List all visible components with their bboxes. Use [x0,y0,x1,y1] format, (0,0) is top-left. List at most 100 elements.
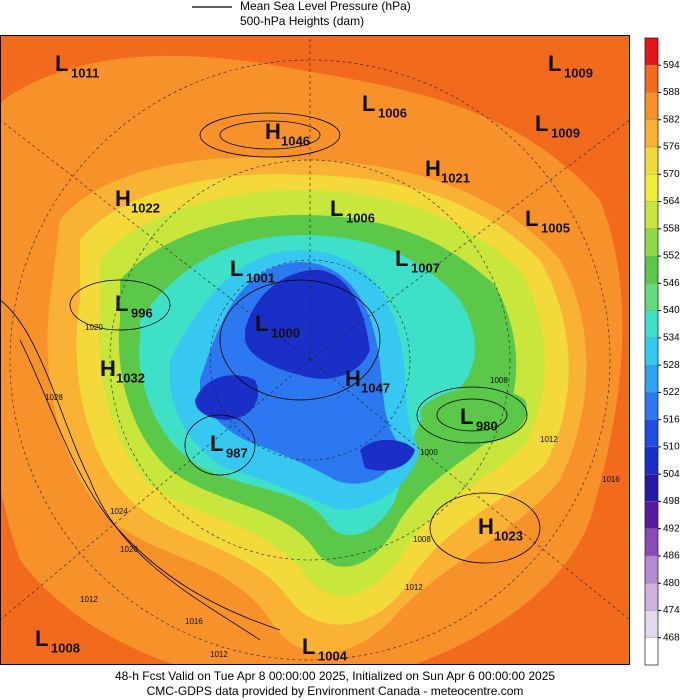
colorbar-label: 474 [663,605,680,616]
colorbar-label: 558 [663,223,680,234]
center-value: 1007 [411,260,440,275]
footer-text: 48-h Fcst Valid on Tue Apr 8 00:00:00 20… [115,669,555,683]
colorbar-label: 576 [663,142,680,153]
center-letter: L [460,404,473,429]
colorbar-swatch [644,364,659,393]
colorbar-label: 546 [663,278,680,289]
colorbar-swatch [644,555,659,584]
center-letter: L [535,111,548,136]
colorbar-label: 492 [663,523,680,534]
colorbar-label: 594 [663,60,680,71]
center-letter: L [255,311,268,336]
center-letter: L [302,634,315,659]
center-letter: L [115,291,128,316]
center-letter: L [395,246,408,271]
colorbar-swatch [644,610,659,638]
center-value: 1009 [551,125,580,140]
center-letter: L [210,431,223,456]
center-value: 987 [226,445,248,460]
colorbar-label: 552 [663,251,680,262]
center-value: 1023 [494,528,523,543]
isobar-label: 1016 [602,475,620,484]
colorbar-label: 510 [663,442,680,453]
center-value: 1047 [361,380,390,395]
colorbar-swatch [644,283,659,311]
colorbar-label: 522 [663,387,680,398]
center-letter: L [362,91,375,116]
center-value: 1032 [116,370,145,385]
isobar-label: 1020 [85,323,103,332]
colorbar-swatch [644,310,659,339]
colorbar-label: 486 [663,551,680,562]
colorbar-frame [644,37,659,666]
center-letter: H [100,356,116,381]
center-letter: H [425,156,441,181]
footer-text: CMC-GDPS data provided by Environment Ca… [147,684,524,698]
center-value: 1006 [378,105,407,120]
isobar-label: 1024 [110,507,128,516]
colorbar-swatch [644,446,659,475]
center-value: 1001 [246,270,275,285]
colorbar-swatch [644,419,659,448]
center-letter: L [525,206,538,231]
colorbar-label: 534 [663,333,680,344]
center-value: 1011 [71,65,99,80]
center-value: 1006 [346,210,375,225]
colorbar-swatch [644,201,659,229]
colorbar-swatch [644,255,659,284]
colorbar-label: 468 [663,632,680,643]
colorbar-swatch [644,92,659,120]
colorbar-label: 516 [663,414,680,425]
colorbar-swatch [644,583,659,611]
isobar-label: 1012 [210,650,228,659]
center-value: 1021 [441,170,470,185]
isobar-label: 1008 [413,535,431,544]
center-letter: L [35,626,48,651]
colorbar-label: 540 [663,305,680,316]
isobar-label: 1020 [120,545,138,554]
colorbar-label: 564 [663,196,680,207]
isobar-label: 1008 [490,376,508,385]
colorbar-swatch [644,228,659,257]
isobar-label: 1016 [185,617,203,626]
colorbar-swatch [644,146,659,175]
center-value: 1009 [564,65,593,80]
colorbar-swatch [644,392,659,420]
center-value: 1000 [271,325,300,340]
colorbar-swatch [644,37,659,66]
colorbar-label: 480 [663,578,680,589]
isobar-label: 1028 [45,393,63,402]
center-value: 1004 [318,648,348,663]
center-letter: H [265,119,281,144]
colorbar-label: 588 [663,87,680,98]
colorbar-swatch [644,65,659,93]
center-letter: H [115,186,131,211]
colorbar-swatch [644,637,659,666]
map-frame [0,35,630,665]
colorbar-swatch [644,474,659,502]
center-value: 1046 [281,133,310,148]
center-letter: H [478,514,494,539]
map-field [0,35,630,665]
center-value: 1022 [131,200,160,215]
center-letter: L [548,51,561,76]
isobar-label: 1000 [420,448,438,457]
colorbar-swatch [644,337,659,366]
center-value: 980 [476,418,498,433]
center-value: 996 [131,305,153,320]
center-value: 1005 [541,220,570,235]
center-letter: L [55,51,68,76]
colorbar-swatch [644,528,659,557]
colorbar-swatch [644,119,659,148]
isobar-label: 1012 [540,435,558,444]
center-letter: H [345,366,361,391]
colorbar-swatch [644,174,659,202]
isobar-label: 1012 [405,583,423,592]
colorbar-label: 528 [663,360,680,371]
colorbar-swatch [644,501,659,529]
legend-text: Mean Sea Level Pressure (hPa) [240,0,411,13]
isobar-label: 1012 [80,595,98,604]
colorbar-label: 504 [663,469,680,480]
